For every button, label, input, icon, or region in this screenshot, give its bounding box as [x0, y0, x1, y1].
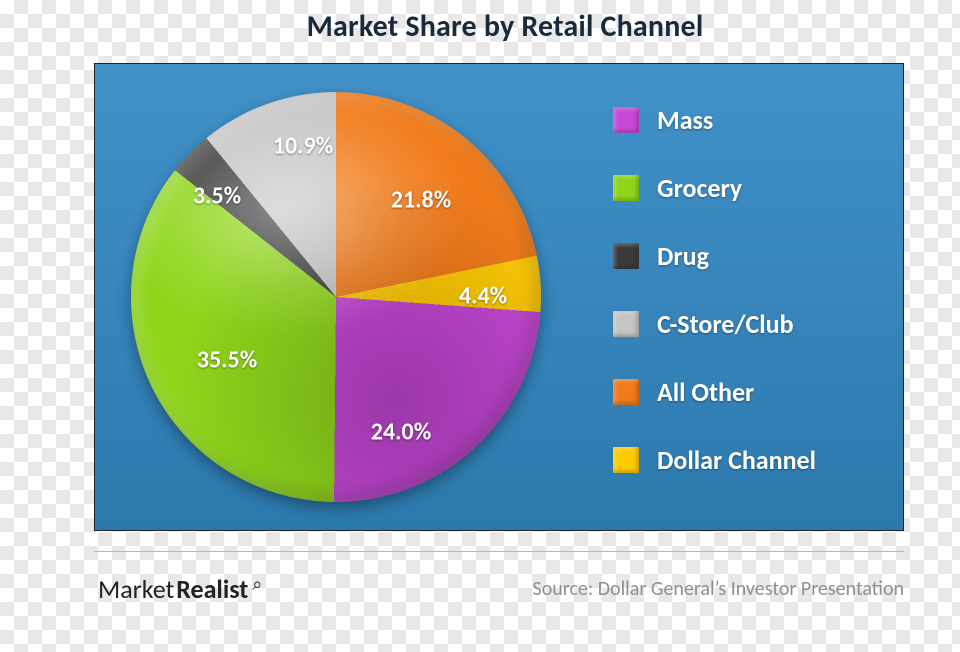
legend-swatch	[613, 243, 639, 269]
brand-word-2: Realist	[176, 573, 248, 605]
slice-label-dollar_channel: 4.4%	[459, 282, 507, 311]
slice-label-grocery: 35.5%	[197, 346, 257, 375]
legend-swatch	[613, 379, 639, 405]
legend-swatch	[613, 107, 639, 133]
slice-label-all_other: 21.8%	[391, 186, 451, 215]
chart-area: 21.8% 4.4% 24.0% 35.5% 3.5% 10.9% Mass Grocery…	[94, 63, 904, 531]
footer: Market Realist ⌕ Source: Dollar General’…	[94, 551, 904, 611]
legend-item: C-Store/Club	[613, 308, 873, 340]
pie-chart: 21.8% 4.4% 24.0% 35.5% 3.5% 10.9%	[131, 92, 541, 502]
slice-label-mass: 24.0%	[371, 418, 431, 447]
legend-label: Grocery	[657, 172, 742, 204]
legend: Mass Grocery Drug C-Store/Club All Other Doll…	[613, 104, 873, 512]
slice-label-cstore_club: 10.9%	[273, 132, 333, 161]
legend-label: C-Store/Club	[657, 308, 794, 340]
legend-label: All Other	[657, 376, 754, 408]
brand-logo: Market Realist ⌕	[98, 573, 260, 605]
legend-item: Dollar Channel	[613, 444, 873, 476]
chart-title: Market Share by Retail Channel	[80, 8, 930, 45]
legend-item: Grocery	[613, 172, 873, 204]
chart-card: Market Share by Retail Channel 21.8% 4.4%…	[80, 2, 930, 611]
brand-word-1: Market	[98, 573, 174, 605]
source-attribution: Source: Dollar General’s Investor Presen…	[533, 577, 904, 601]
footer-divider	[94, 551, 904, 552]
legend-item: Mass	[613, 104, 873, 136]
legend-swatch	[613, 175, 639, 201]
legend-label: Dollar Channel	[657, 444, 816, 476]
legend-label: Drug	[657, 240, 709, 272]
legend-item: Drug	[613, 240, 873, 272]
legend-label: Mass	[657, 104, 713, 136]
legend-item: All Other	[613, 376, 873, 408]
magnifier-icon: ⌕	[252, 573, 262, 595]
slice-label-drug: 3.5%	[193, 182, 241, 211]
legend-swatch	[613, 447, 639, 473]
legend-swatch	[613, 311, 639, 337]
